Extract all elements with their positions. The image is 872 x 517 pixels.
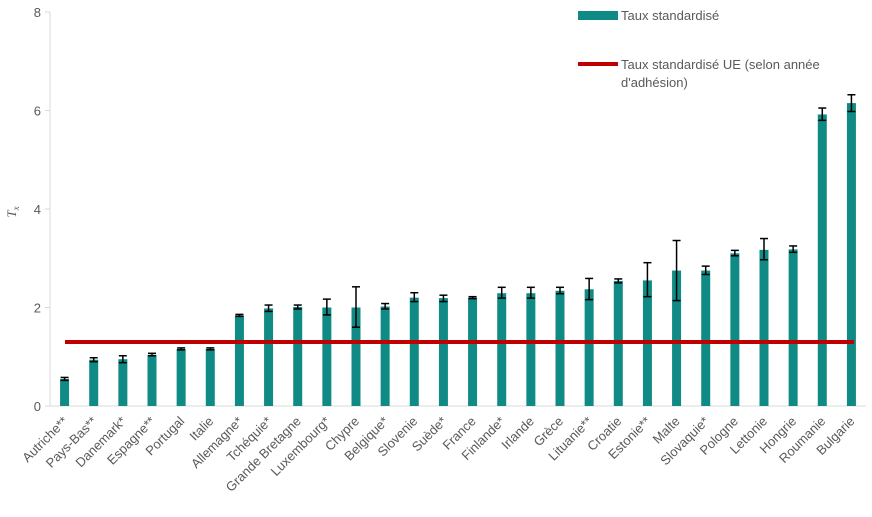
legend-bar-swatch [578,11,618,20]
bar [89,359,99,406]
legend-line-label-2: d'adhésion) [621,75,688,90]
bar [147,354,157,406]
bar [555,290,565,406]
error-bars [60,93,856,382]
category-label: Irlande [498,414,537,453]
bar [118,359,128,406]
bar [176,348,186,406]
bar [759,249,769,406]
y-tick-label: 6 [34,104,41,119]
legend-line-label-1: Taux standardisé UE (selon année [621,57,820,72]
bar [351,307,361,406]
bar [409,297,419,406]
bars [60,103,856,407]
y-tick-label: 2 [34,301,41,316]
x-axis-labels: Autriche**Pays-Bas**Danemark*Espagne**Po… [19,413,857,494]
bar [60,378,70,406]
legend: Taux standardisé Taux standardisé UE (se… [578,8,820,90]
bar [788,249,798,406]
bar [468,297,478,406]
bar [584,289,594,406]
bar [817,114,827,406]
bar [701,270,711,406]
bar [672,270,682,406]
bar [526,293,536,406]
y-axis: 0 2 4 6 8 [34,5,866,414]
bar [380,306,390,406]
bar [730,253,740,406]
bar [846,103,856,407]
bar [438,298,448,406]
y-tick-label: 4 [34,202,41,217]
bar [205,348,215,406]
y-tick-label: 0 [34,399,41,414]
bar [497,293,507,406]
legend-bar-label: Taux standardisé [621,8,719,23]
bar [234,315,244,406]
bar [293,307,303,406]
y-axis-title: Tx [4,206,21,217]
bar [322,307,332,406]
bar [264,308,274,406]
y-tick-label: 8 [34,5,41,20]
